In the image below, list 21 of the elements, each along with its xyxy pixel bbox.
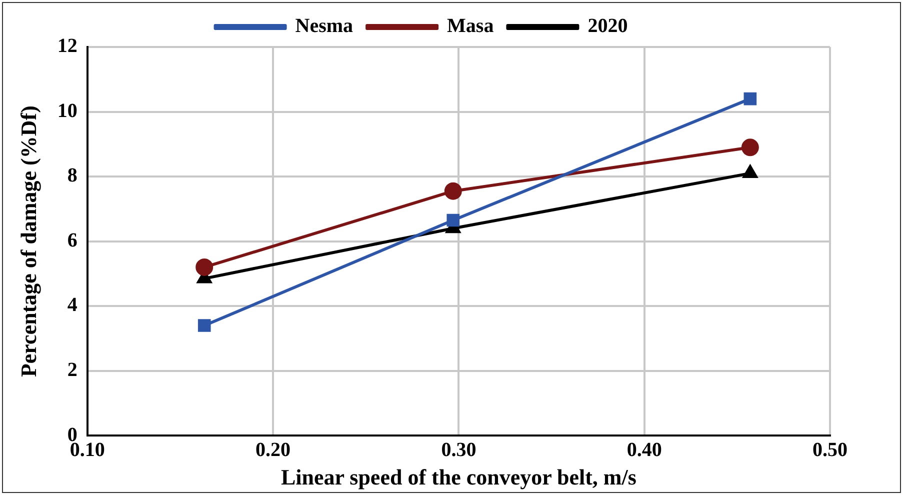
point [744, 92, 757, 106]
y-tick-label: 2 [67, 359, 78, 382]
point [198, 319, 211, 332]
y-tick-label: 12 [57, 35, 78, 58]
x-tick-label: 0.30 [441, 438, 476, 461]
point [741, 138, 759, 156]
legend-label: Masa [447, 15, 494, 38]
point [446, 214, 460, 227]
x-tick-label: 0.20 [256, 438, 291, 461]
y-tick-label: 10 [57, 100, 78, 122]
legend-label: 2020 [588, 15, 628, 38]
legend-label: Nesma [295, 15, 354, 38]
x-axis-title: Linear speed of the conveyor belt, m/s [280, 464, 637, 490]
x-tick-label: 0.40 [626, 438, 662, 461]
x-tick-label: 0.50 [812, 438, 848, 461]
point [444, 182, 462, 200]
y-tick-label: 6 [67, 229, 78, 252]
point [196, 258, 214, 276]
y-tick-label: 4 [67, 294, 78, 316]
y-tick-label: 8 [67, 164, 78, 187]
y-axis-title: Percentage of damage (%Df) [16, 106, 41, 378]
